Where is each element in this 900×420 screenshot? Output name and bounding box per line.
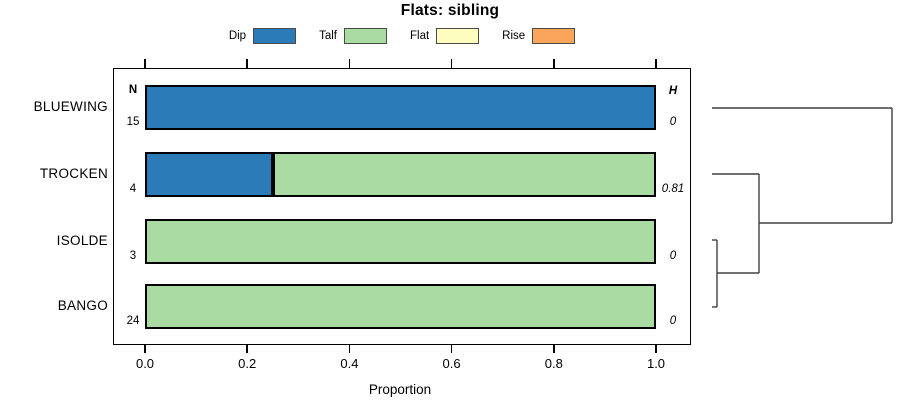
bar-row-bango [145, 284, 656, 329]
x-tick-top [450, 59, 453, 68]
legend-swatch-talf [343, 28, 387, 44]
x-tick-top [655, 59, 657, 68]
legend-item-dip: Dip [228, 28, 297, 44]
x-tick-bottom [655, 345, 657, 353]
x-tick-label: 1.0 [646, 356, 666, 371]
legend-item-talf: Talf [319, 28, 387, 44]
x-tick-label: 0.2 [238, 356, 257, 371]
bar-segment-talf [145, 219, 656, 264]
legend-label: Talf [319, 30, 337, 42]
x-tick-bottom [246, 345, 248, 353]
bar-segment-talf [145, 284, 656, 329]
x-tick-label: 0.8 [544, 356, 563, 371]
legend-label: Rise [502, 30, 526, 42]
h-value: 0.81 [661, 183, 685, 195]
x-tick-bottom [144, 345, 146, 353]
x-tick-top [246, 59, 248, 68]
x-tick-top [144, 59, 146, 68]
x-tick-bottom [450, 345, 453, 353]
bar-segment-talf [272, 152, 656, 197]
bar-row-bluewing [145, 85, 656, 130]
bar-segment-dip [145, 85, 656, 130]
n-column-header: N [128, 84, 138, 96]
bar-row-isolde [145, 219, 656, 264]
h-value: 0 [669, 315, 677, 327]
n-value: 15 [126, 116, 140, 128]
category-label-isolde: ISOLDE [56, 232, 108, 248]
x-tick-label: 0.6 [442, 356, 461, 371]
h-value: 0 [669, 250, 677, 262]
bar-segment-dip [145, 152, 273, 197]
h-value: 0 [669, 116, 677, 128]
category-label-trocken: TROCKEN [39, 165, 108, 181]
h-column-header: H [668, 85, 678, 97]
legend-swatch-dip [253, 28, 297, 44]
category-label-bluewing: BLUEWING [33, 98, 108, 114]
legend-label: Dip [228, 30, 247, 42]
legend-swatch-rise [532, 28, 576, 44]
legend-item-flat: Flat [409, 28, 480, 44]
category-label-bango: BANGO [57, 297, 108, 313]
n-value: 3 [129, 250, 137, 262]
legend-item-rise: Rise [502, 28, 576, 44]
x-tick-bottom [553, 345, 555, 353]
legend: Dip Talf Flat Rise [113, 26, 691, 46]
x-axis-title: Proportion [368, 382, 432, 397]
x-tick-top [553, 59, 555, 68]
legend-label: Flat [409, 30, 430, 42]
x-tick-bottom [348, 345, 351, 353]
x-tick-top [348, 59, 351, 68]
legend-swatch-flat [436, 28, 480, 44]
chart-title: Flats: sibling [400, 2, 500, 19]
bar-row-trocken [145, 152, 656, 197]
n-value: 24 [126, 315, 140, 327]
n-value: 4 [129, 183, 137, 195]
x-tick-label: 0.4 [340, 356, 359, 371]
x-tick-label: 0.0 [135, 356, 155, 371]
